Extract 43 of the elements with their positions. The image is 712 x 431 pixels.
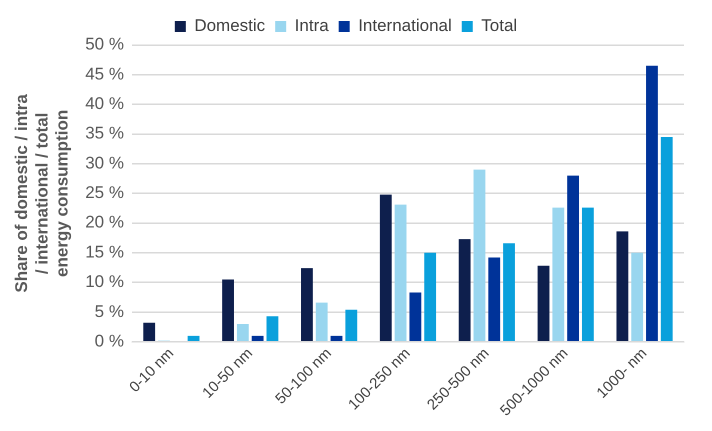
bar — [394, 204, 406, 342]
y-tick-label: 5 % — [94, 302, 124, 321]
bar — [567, 176, 580, 342]
y-tick-label: 20 % — [85, 212, 124, 232]
bar — [474, 170, 486, 342]
bar — [646, 66, 658, 342]
y-tick-label: 35 % — [85, 124, 124, 143]
legend-label: Domestic — [194, 16, 266, 36]
y-tick-label: 25 % — [85, 183, 124, 202]
bar — [424, 252, 436, 342]
bar — [266, 316, 278, 342]
y-tick-label: 50 % — [85, 34, 124, 54]
bar — [316, 302, 328, 342]
legend-label: International — [358, 16, 452, 36]
bar — [660, 137, 673, 342]
bar — [582, 208, 594, 342]
y-tick-label: 15 % — [85, 242, 124, 262]
legend-label: Total — [481, 16, 518, 36]
bar — [143, 322, 156, 342]
bar — [188, 336, 200, 342]
bar — [330, 336, 342, 342]
bar — [380, 194, 392, 342]
legend-label: Intra — [294, 16, 330, 36]
bar — [552, 208, 564, 342]
bar — [503, 243, 515, 342]
bar — [345, 310, 358, 342]
x-tick-label: 0-10 nm — [126, 344, 178, 396]
bar — [409, 292, 422, 342]
bar — [252, 336, 264, 342]
bar — [236, 324, 249, 342]
y-tick-label: 30 % — [85, 153, 124, 172]
bar — [631, 252, 644, 342]
y-tick-label: 0 % — [94, 331, 124, 350]
y-axis-title: Share of domestic / intra / international / total energy consumption — [12, 94, 72, 293]
y-tick-label: 10 % — [85, 272, 124, 292]
y-tick-label: 45 % — [85, 64, 124, 84]
bar — [458, 239, 471, 342]
bar — [616, 231, 628, 342]
y-tick-label: 40 % — [85, 94, 124, 114]
bar — [222, 279, 234, 342]
bar — [538, 266, 550, 342]
bar — [488, 257, 500, 342]
bar — [301, 268, 313, 342]
